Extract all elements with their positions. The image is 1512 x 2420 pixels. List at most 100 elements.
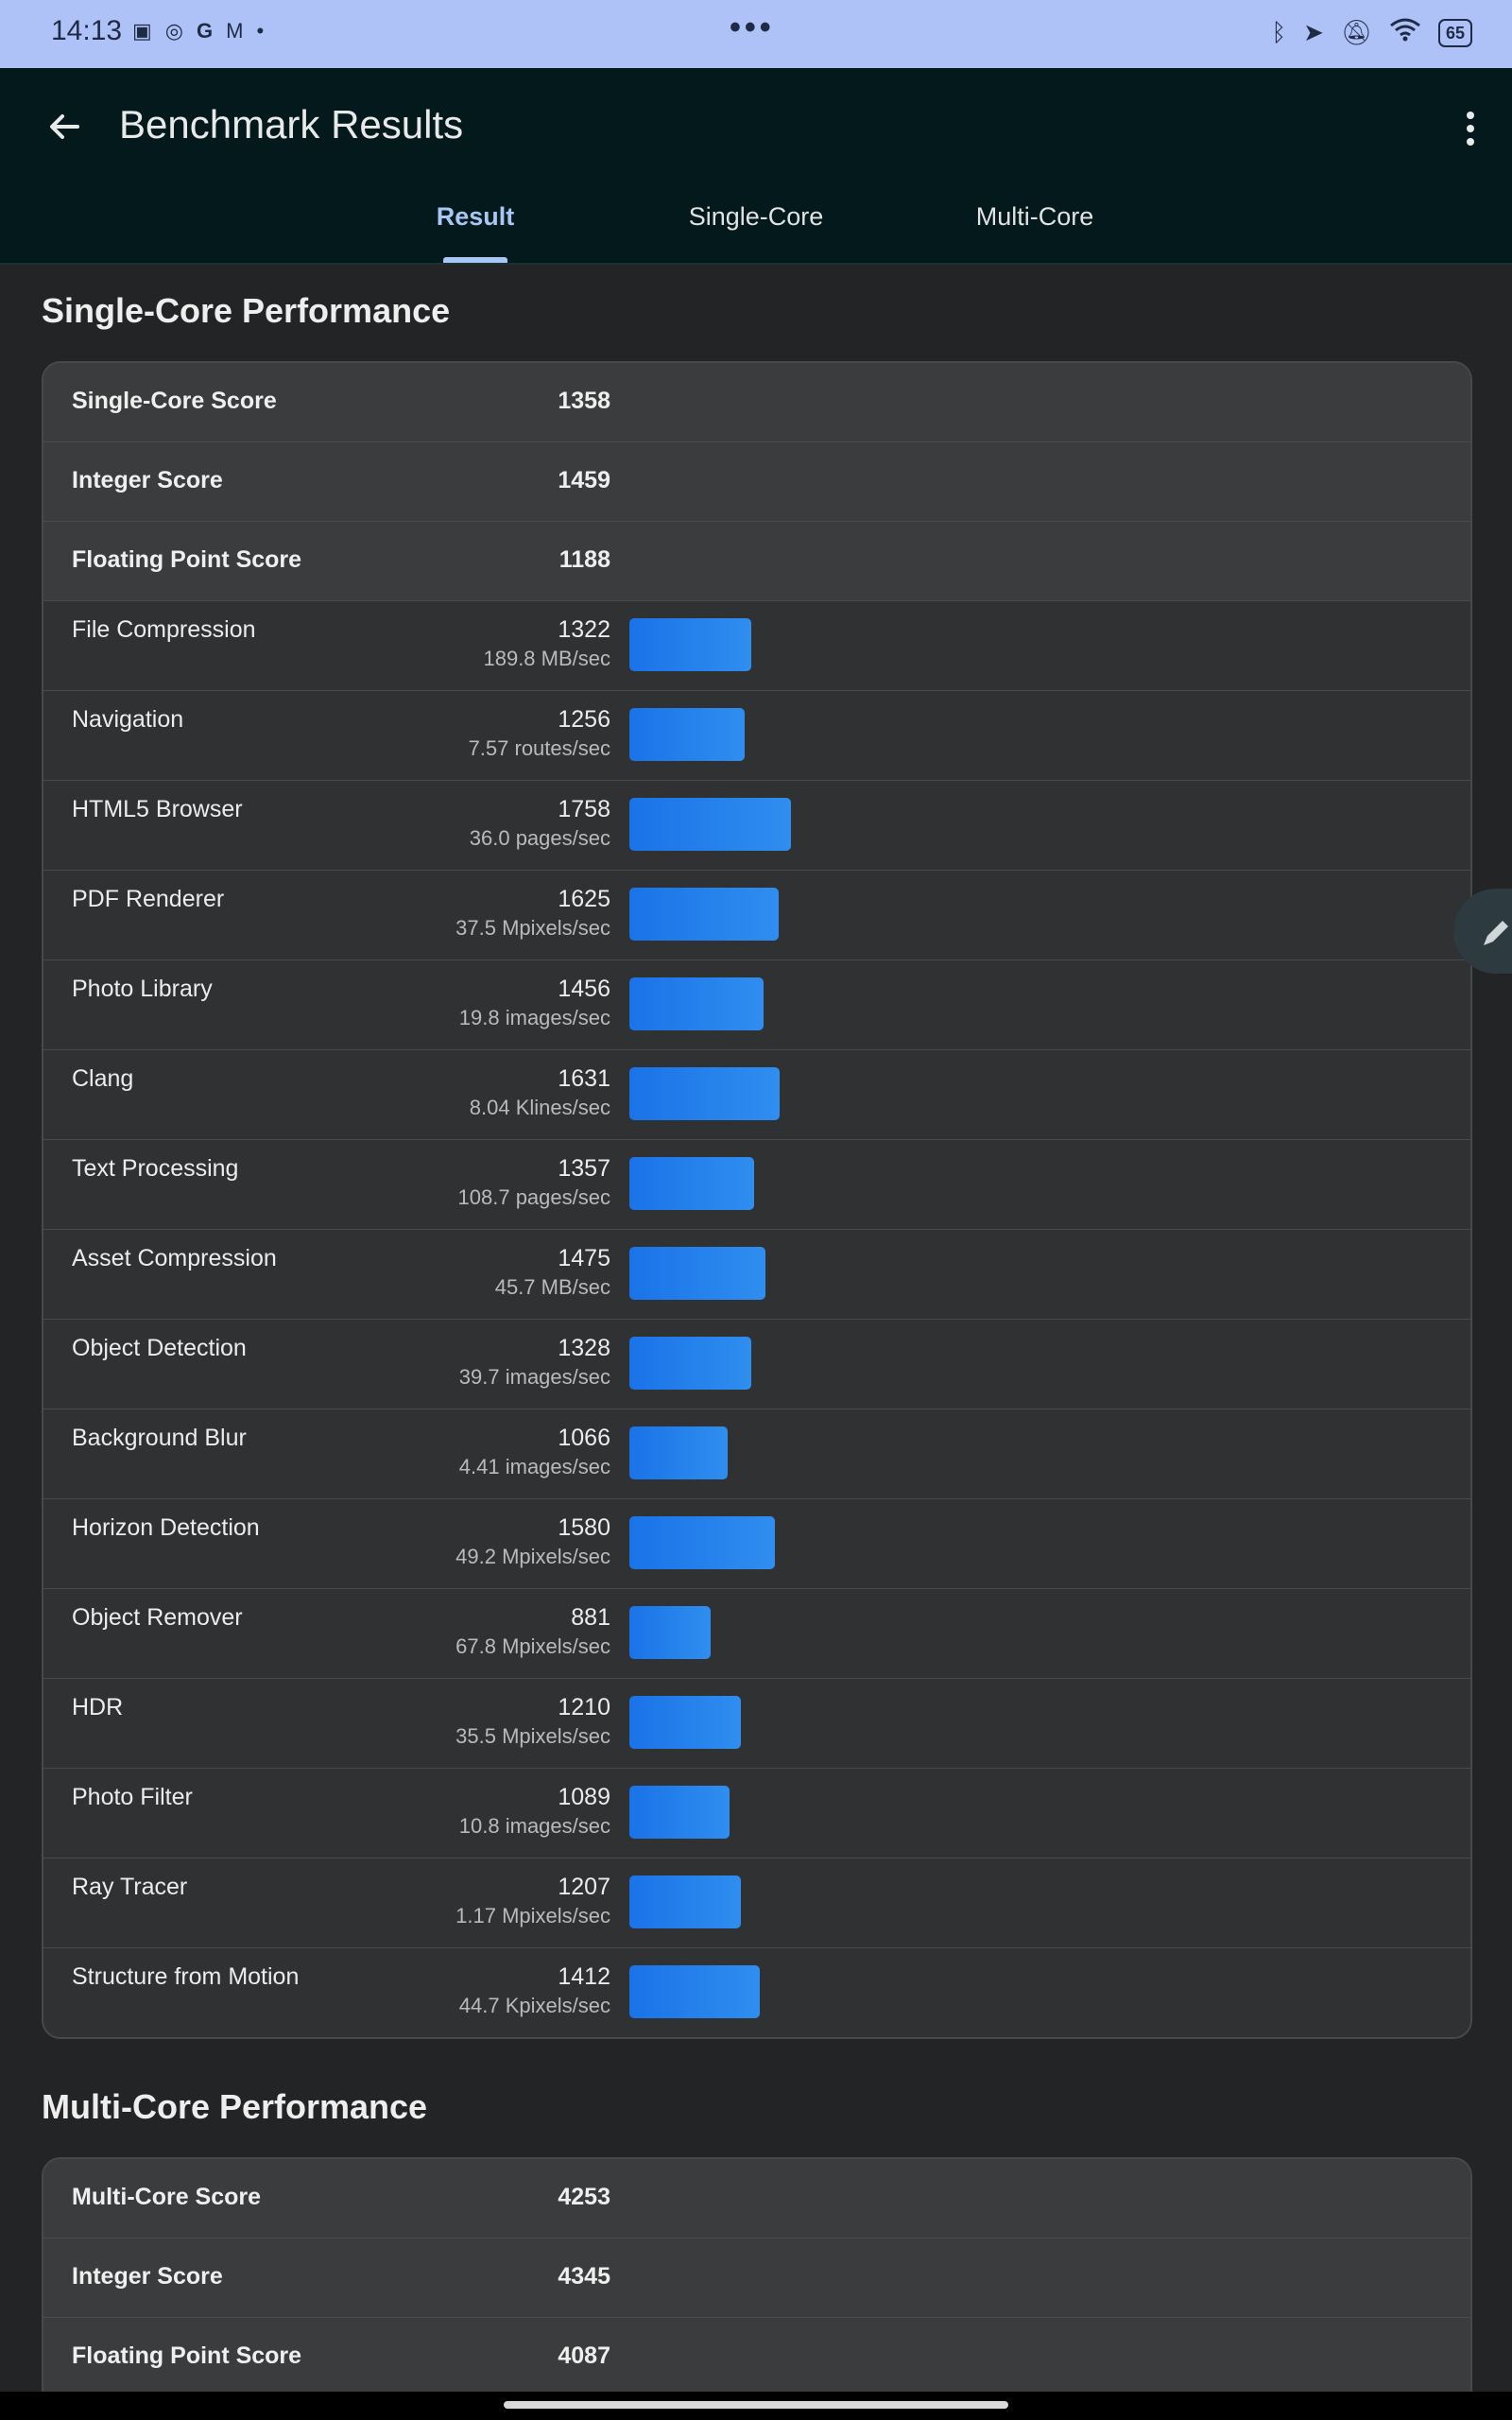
single-core-tests: File Compression 1322 189.8 MB/sec Navigati…	[43, 601, 1470, 2037]
more-options-button[interactable]	[1453, 106, 1487, 151]
single-core-card: Single-Core Score 1358 Integer Score 1459 Fl…	[42, 361, 1472, 2039]
summary-row-score: 4345	[558, 2263, 610, 2290]
location-icon: ➤	[1303, 18, 1324, 46]
benchmark-rate: 44.7 Kpixels/sec	[458, 1994, 610, 2017]
benchmark-score-bar	[629, 1786, 730, 1839]
benchmark-name: Ray Tracer	[72, 1874, 188, 1900]
status-bar: 14:13 ▣ ◎ G M • ••• ᛒ ➤ 🔕︎ 65	[0, 0, 1512, 68]
benchmark-score-bar	[629, 1067, 780, 1120]
benchmark-row[interactable]: File Compression 1322 189.8 MB/sec	[43, 601, 1470, 691]
benchmark-score: 1207	[558, 1874, 610, 1900]
tab-multi-core[interactable]: Multi-Core	[950, 202, 1120, 263]
page-title: Benchmark Results	[119, 102, 464, 147]
benchmark-score: 1631	[558, 1065, 610, 1092]
benchmark-score: 1066	[558, 1425, 610, 1451]
multi-core-section-title: Multi-Core Performance	[42, 2087, 428, 2126]
benchmark-score-bar	[629, 1965, 760, 2018]
tab-bar: Result Single-Core Multi-Core	[0, 202, 1512, 263]
benchmark-row[interactable]: Text Processing 1357 108.7 pages/sec	[43, 1140, 1470, 1230]
benchmark-rate: 36.0 pages/sec	[469, 826, 610, 850]
benchmark-score: 1256	[558, 706, 610, 733]
benchmark-rate: 35.5 Mpixels/sec	[455, 1724, 610, 1748]
benchmark-name: Navigation	[72, 706, 184, 733]
benchmark-name: Object Detection	[72, 1335, 247, 1361]
benchmark-row[interactable]: Photo Filter 1089 10.8 images/sec	[43, 1769, 1470, 1858]
benchmark-rate: 67.8 Mpixels/sec	[455, 1634, 610, 1658]
multi-core-summary: Multi-Core Score 4253 Integer Score 4345 Flo…	[43, 2159, 1470, 2397]
benchmark-score: 1322	[558, 616, 610, 643]
tab-multi-core-label: Multi-Core	[975, 202, 1094, 231]
benchmark-name: Photo Filter	[72, 1784, 193, 1810]
summary-row-name: Integer Score	[72, 467, 223, 493]
bell-off-icon: 🔕︎	[1340, 18, 1372, 46]
benchmark-score-bar	[629, 1247, 765, 1300]
benchmark-row[interactable]: Ray Tracer 1207 1.17 Mpixels/sec	[43, 1858, 1470, 1948]
benchmark-row[interactable]: Background Blur 1066 4.41 images/sec	[43, 1409, 1470, 1499]
benchmark-score: 1412	[558, 1963, 610, 1990]
benchmark-row[interactable]: Structure from Motion 1412 44.7 Kpixels/se…	[43, 1948, 1470, 2037]
benchmark-name: Text Processing	[72, 1155, 239, 1182]
benchmark-name: Object Remover	[72, 1604, 243, 1631]
single-core-summary: Single-Core Score 1358 Integer Score 1459 Fl…	[43, 363, 1470, 601]
contacts-icon: ▣	[132, 19, 152, 43]
benchmark-rate: 108.7 pages/sec	[457, 1185, 610, 1209]
benchmark-score: 1210	[558, 1694, 610, 1720]
benchmark-name: Background Blur	[72, 1425, 247, 1451]
benchmark-rate: 7.57 routes/sec	[468, 736, 610, 760]
back-button[interactable]	[42, 104, 87, 149]
wifi-icon	[1389, 17, 1421, 48]
benchmark-row[interactable]: Asset Compression 1475 45.7 MB/sec	[43, 1230, 1470, 1320]
summary-row-score: 1358	[558, 388, 610, 414]
benchmark-score-bar	[629, 1157, 754, 1210]
benchmark-row[interactable]: HDR 1210 35.5 Mpixels/sec	[43, 1679, 1470, 1769]
benchmark-score: 1089	[558, 1784, 610, 1810]
benchmark-row[interactable]: Clang 1631 8.04 Klines/sec	[43, 1050, 1470, 1140]
home-gesture-handle[interactable]	[504, 2401, 1008, 2409]
tab-result-label: Result	[436, 202, 515, 231]
benchmark-name: Asset Compression	[72, 1245, 277, 1271]
benchmark-score: 881	[571, 1604, 610, 1631]
benchmark-rate: 4.41 images/sec	[458, 1455, 610, 1478]
summary-row-score: 1459	[558, 467, 610, 493]
benchmark-score-bar	[629, 1337, 751, 1390]
check-circle-icon: ◎	[164, 19, 183, 43]
benchmark-score: 1456	[558, 976, 610, 1002]
benchmark-score-bar	[629, 1876, 741, 1928]
gmail-icon: M	[226, 19, 244, 43]
benchmark-score-bar	[629, 1426, 728, 1479]
summary-row-name: Multi-Core Score	[72, 2184, 262, 2210]
benchmark-score: 1357	[558, 1155, 610, 1182]
google-icon: G	[197, 19, 214, 43]
benchmark-row[interactable]: PDF Renderer 1625 37.5 Mpixels/sec	[43, 871, 1470, 960]
multi-core-card: Multi-Core Score 4253 Integer Score 4345 Flo…	[42, 2157, 1472, 2416]
benchmark-score: 1625	[558, 886, 610, 912]
summary-row: Integer Score 4345	[43, 2238, 1470, 2318]
summary-row-name: Floating Point Score	[72, 2342, 302, 2369]
pencil-icon	[1484, 921, 1508, 945]
benchmark-score: 1328	[558, 1335, 610, 1361]
summary-row: Floating Point Score 4087	[43, 2318, 1470, 2397]
benchmark-score-bar	[629, 618, 751, 671]
single-core-section-title: Single-Core Performance	[42, 291, 451, 330]
summary-row-score: 1188	[558, 546, 610, 573]
benchmark-row[interactable]: Photo Library 1456 19.8 images/sec	[43, 960, 1470, 1050]
benchmark-rate: 1.17 Mpixels/sec	[455, 1904, 610, 1927]
benchmark-score-bar	[629, 708, 745, 761]
benchmark-row[interactable]: Horizon Detection 1580 49.2 Mpixels/sec	[43, 1499, 1470, 1589]
benchmark-name: HDR	[72, 1694, 124, 1720]
summary-row: Multi-Core Score 4253	[43, 2159, 1470, 2238]
summary-row-name: Floating Point Score	[72, 546, 302, 573]
tab-single-core[interactable]: Single-Core	[671, 202, 841, 263]
benchmark-row[interactable]: Object Remover 881 67.8 Mpixels/sec	[43, 1589, 1470, 1679]
benchmark-score-bar	[629, 798, 791, 851]
benchmark-row[interactable]: HTML5 Browser 1758 36.0 pages/sec	[43, 781, 1470, 871]
benchmark-rate: 189.8 MB/sec	[483, 647, 610, 670]
benchmark-row[interactable]: Object Detection 1328 39.7 images/sec	[43, 1320, 1470, 1409]
benchmark-rate: 39.7 images/sec	[458, 1365, 610, 1389]
benchmark-name: Clang	[72, 1065, 134, 1092]
tab-result[interactable]: Result	[419, 202, 532, 263]
app-bar: Benchmark Results Result Single-Core Mul…	[0, 68, 1512, 265]
benchmark-score: 1758	[558, 796, 610, 822]
benchmark-row[interactable]: Navigation 1256 7.57 routes/sec	[43, 691, 1470, 781]
benchmark-name: PDF Renderer	[72, 886, 225, 912]
